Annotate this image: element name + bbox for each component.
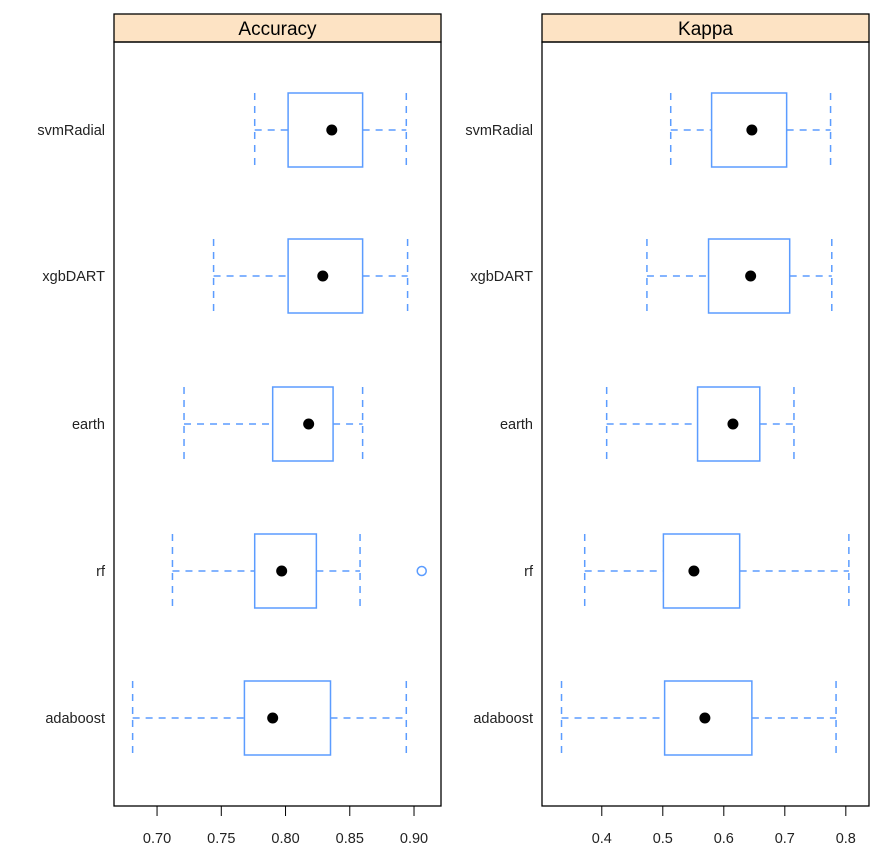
median-dot bbox=[688, 565, 700, 577]
box-iqr bbox=[243, 680, 332, 756]
strip-header bbox=[541, 13, 870, 43]
x-tick-label: 0.85 bbox=[336, 831, 364, 847]
median-dot bbox=[746, 124, 758, 136]
x-tick-label: 0.6 bbox=[714, 831, 734, 847]
median-dot bbox=[326, 124, 338, 136]
y-category-label: svmRadial bbox=[465, 123, 533, 139]
x-tick-label: 0.8 bbox=[836, 831, 856, 847]
median-dot bbox=[699, 712, 711, 724]
median-dot bbox=[267, 712, 279, 724]
x-tick-label: 0.7 bbox=[775, 831, 795, 847]
median-dot bbox=[317, 270, 329, 282]
panel-kappa: Kappa 0.4 0.5 0.6 0.7 0.8 svmRadial xgbDART eart… bbox=[465, 13, 870, 847]
panel-title: Accuracy bbox=[238, 19, 317, 40]
y-category-label: xgbDART bbox=[470, 269, 533, 285]
y-category-label: adaboost bbox=[473, 711, 533, 727]
box-iqr bbox=[271, 386, 334, 462]
median-dot bbox=[727, 418, 739, 430]
x-tick-label: 0.90 bbox=[400, 831, 428, 847]
y-category-label: xgbDART bbox=[42, 269, 105, 285]
strip-header bbox=[113, 13, 442, 43]
x-tick-label: 0.75 bbox=[207, 831, 235, 847]
panel-frame bbox=[541, 41, 870, 807]
median-dot bbox=[745, 270, 757, 282]
y-category-label: rf bbox=[96, 564, 106, 580]
x-tick-label: 0.70 bbox=[143, 831, 171, 847]
median-dot bbox=[276, 565, 288, 577]
panel-accuracy: Accuracy 0.70 0.75 0.80 0.85 0.90 svmRadial xgb… bbox=[37, 13, 442, 847]
y-category-label: svmRadial bbox=[37, 123, 105, 139]
outlier-point bbox=[416, 565, 427, 577]
panel-title: Kappa bbox=[678, 19, 733, 40]
box-iqr bbox=[287, 92, 364, 168]
y-category-label: rf bbox=[524, 564, 534, 580]
x-tick-label: 0.5 bbox=[653, 831, 673, 847]
panel-frame bbox=[113, 41, 442, 807]
x-tick-label: 0.4 bbox=[592, 831, 612, 847]
y-category-label: earth bbox=[72, 417, 105, 433]
y-category-label: adaboost bbox=[45, 711, 105, 727]
y-category-label: earth bbox=[500, 417, 533, 433]
box-iqr bbox=[662, 533, 741, 609]
median-dot bbox=[303, 418, 315, 430]
x-tick-label: 0.80 bbox=[271, 831, 299, 847]
